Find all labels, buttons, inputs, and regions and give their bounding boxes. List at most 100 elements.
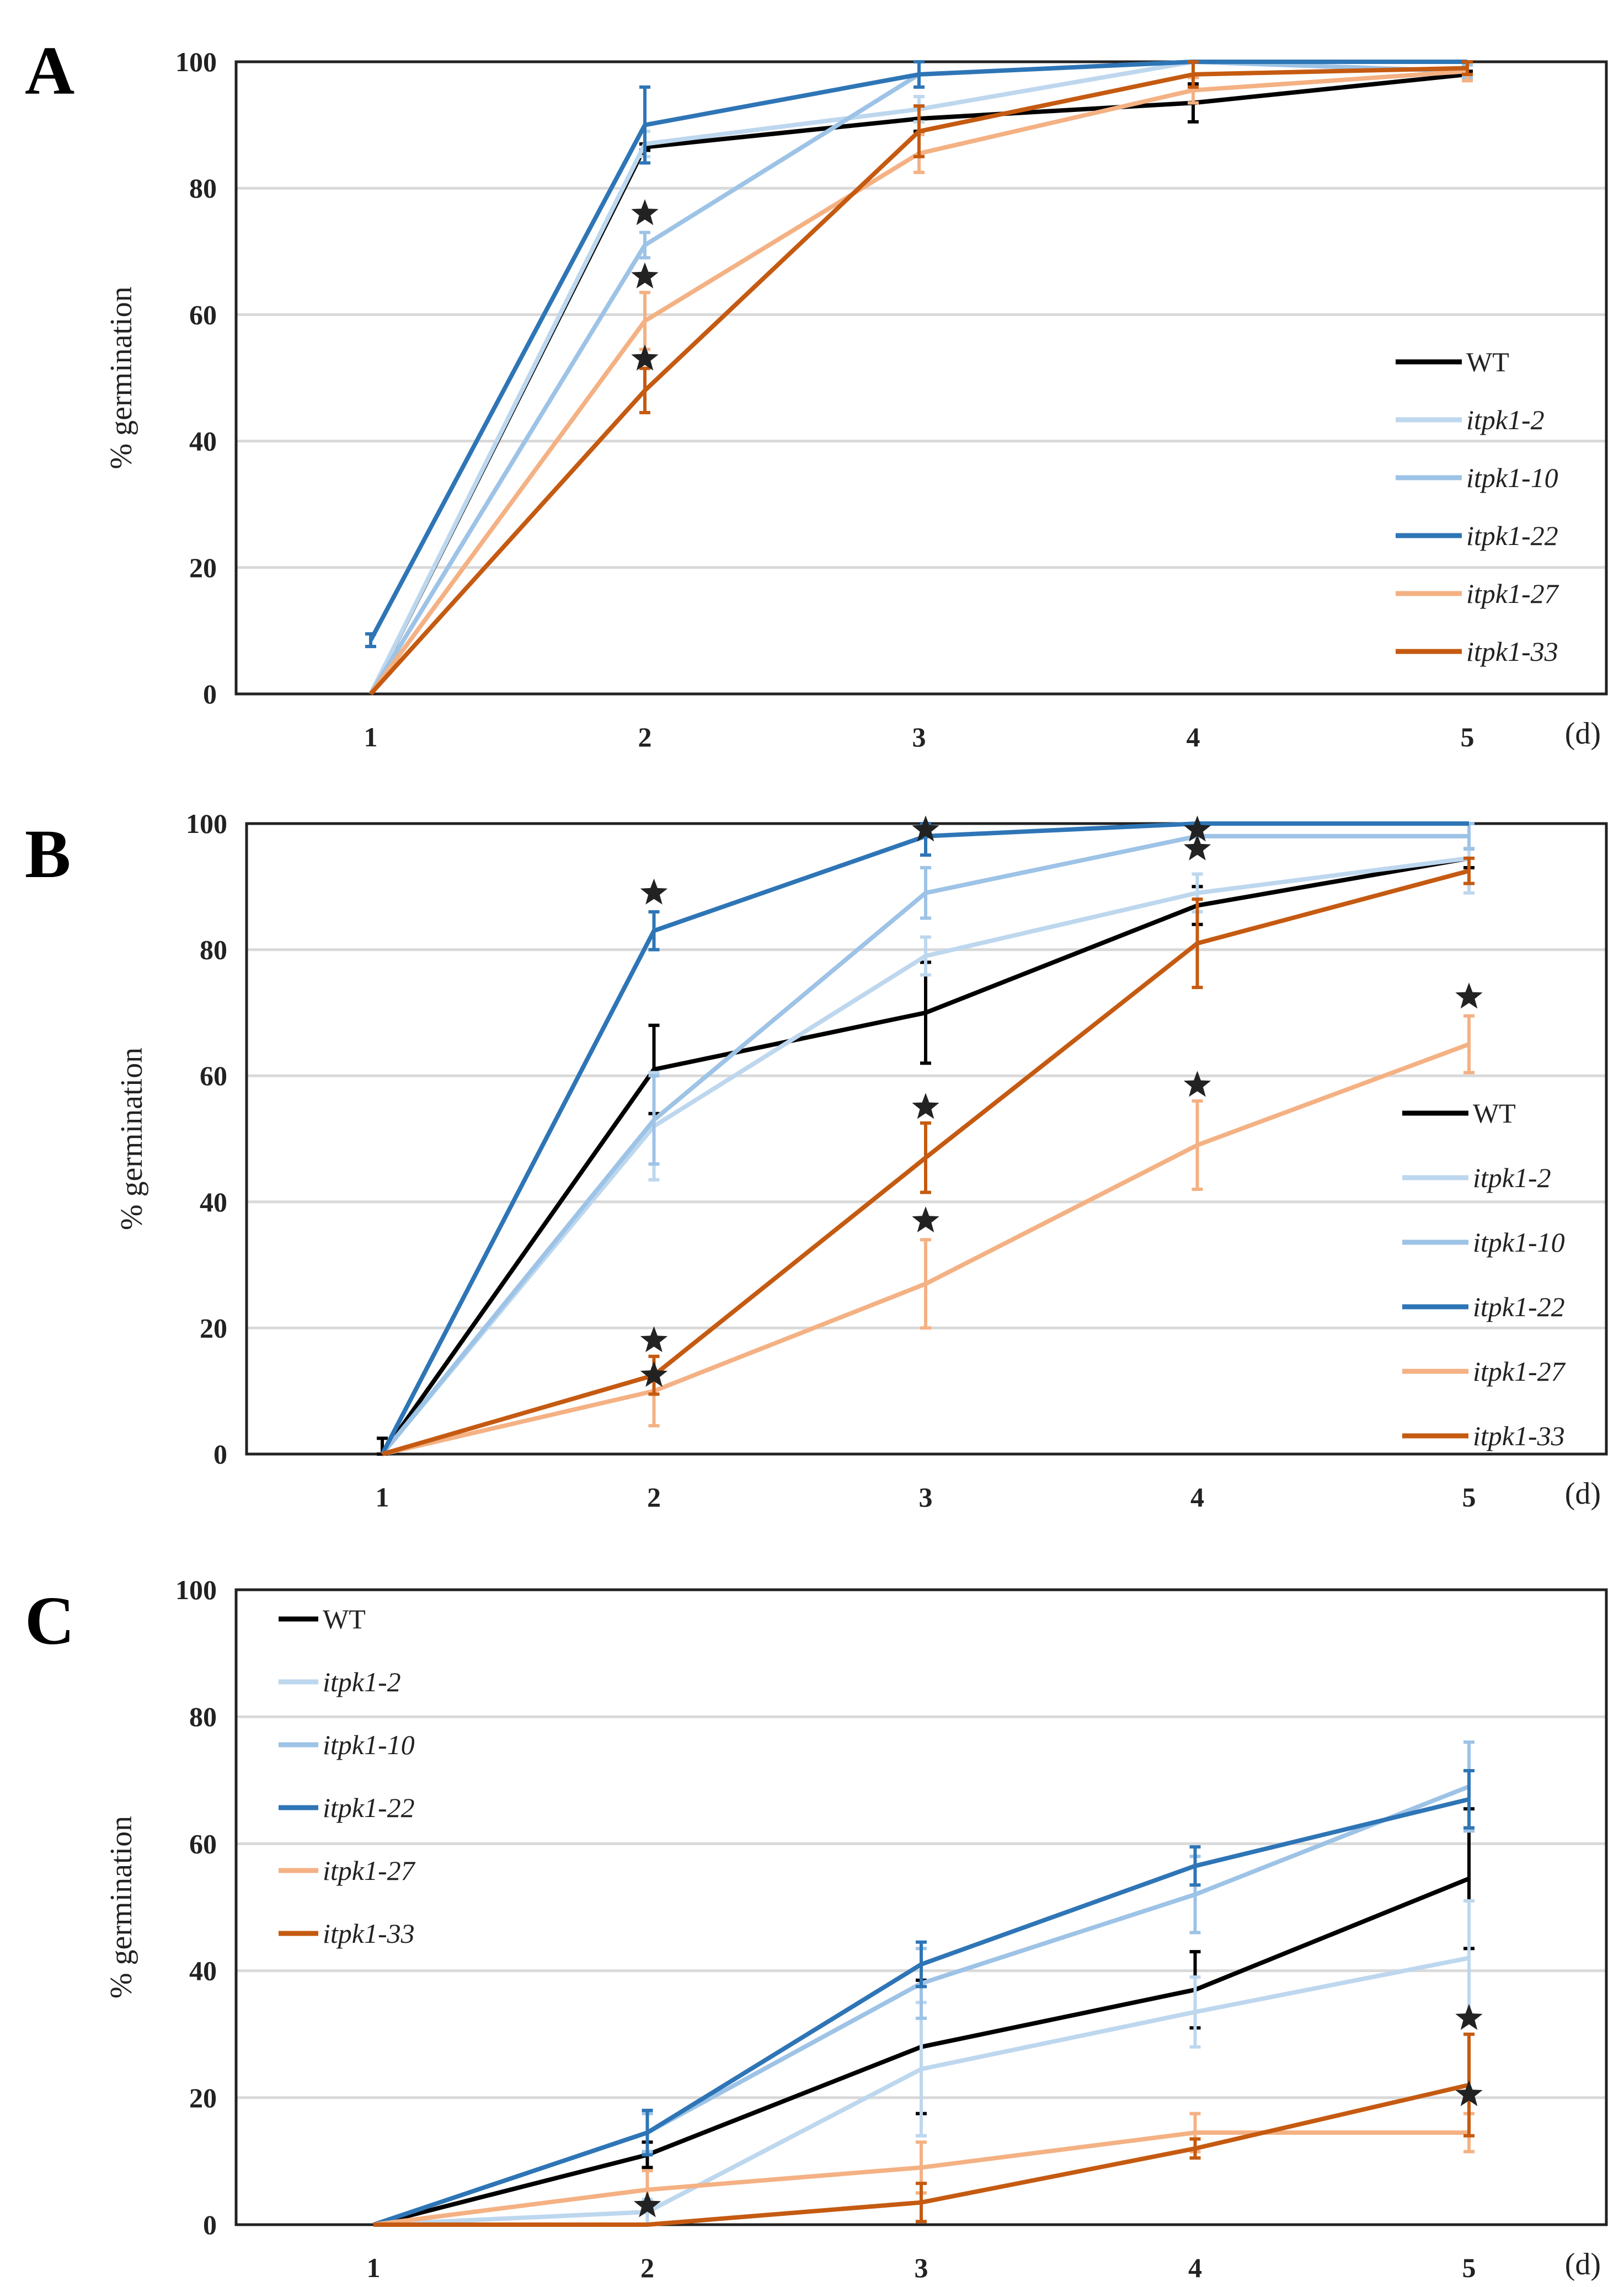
significance-star [631, 262, 659, 288]
significance-star [912, 1206, 939, 1233]
significance-star [640, 1326, 668, 1353]
legend-item: itpk1-33 [1402, 1420, 1565, 1451]
series-itpk1-22 [365, 60, 1467, 649]
chart-panel-b: 0 20 40 60 80 100 1 2 3 4 5 (d) % germination B WT itpk… [25, 808, 1608, 1513]
legend-label: itpk1-33 [1473, 1420, 1565, 1451]
significance-star [633, 2191, 661, 2217]
x-tick-label: 4 [1190, 1482, 1204, 1513]
legend-label: itpk1-10 [1473, 1227, 1565, 1258]
y-axis-label: % germination [115, 1048, 149, 1230]
y-tick-label: 40 [189, 1955, 217, 1986]
legend-item: itpk1-10 [1396, 462, 1558, 493]
chart-panel-a: 0 20 40 60 80 100 1 2 3 4 5 (d) % germination A WT itpk… [25, 33, 1608, 752]
series-WT [368, 70, 1473, 695]
legend-item: itpk1-10 [1402, 1227, 1565, 1258]
legend: WT itpk1-2 itpk1-10 itpk1-22 itpk1-27 itpk1-3… [1402, 1098, 1566, 1451]
significance-star [631, 199, 659, 226]
y-tick-label: 100 [175, 1574, 217, 1605]
series-itpk1-10 [372, 1740, 1475, 2227]
significance-star [640, 878, 668, 905]
x-tick-label: 1 [367, 2252, 381, 2283]
y-tick-label: 60 [189, 1828, 217, 1859]
y-tick-label: 60 [200, 1060, 227, 1091]
significance-star [631, 344, 659, 371]
y-tick-label: 40 [200, 1187, 227, 1217]
legend-item: itpk1-2 [1402, 1162, 1551, 1193]
y-tick-label: 0 [213, 1439, 227, 1470]
legend-item: itpk1-10 [279, 1729, 415, 1760]
y-tick-label: 40 [189, 426, 217, 457]
legend-label: itpk1-10 [323, 1729, 415, 1760]
y-tick-label: 80 [200, 934, 227, 965]
legend-item: itpk1-33 [279, 1918, 415, 1949]
x-tick-label: 5 [1462, 2252, 1476, 2283]
series-itpk1-33 [381, 856, 1475, 1456]
legend-label: itpk1-33 [323, 1918, 415, 1949]
legend-item: itpk1-22 [1402, 1291, 1565, 1322]
x-tick-label: 3 [912, 722, 926, 752]
x-axis-label: (d) [1565, 2247, 1601, 2281]
x-tick-label: 1 [364, 722, 378, 752]
series-itpk1-33 [373, 2032, 1475, 2227]
legend-label: itpk1-33 [1466, 636, 1558, 667]
x-tick-label: 5 [1462, 1482, 1476, 1513]
legend-label: itpk1-22 [1473, 1291, 1565, 1322]
legend-item: itpk1-27 [1402, 1356, 1566, 1387]
significance-star [1455, 2080, 1483, 2107]
x-axis-label: (d) [1565, 717, 1601, 751]
y-tick-label: 20 [189, 552, 217, 583]
legend-label: itpk1-27 [1466, 578, 1559, 609]
chart-panel-c: 0 20 40 60 80 100 1 2 3 4 5 (d) % germination C WT itpk… [25, 1574, 1608, 2283]
legend: WT itpk1-2 itpk1-10 itpk1-22 itpk1-27 itpk1-3… [279, 1604, 416, 1949]
y-axis-label: % germination [104, 286, 138, 469]
y-tick-label: 80 [189, 173, 217, 204]
legend-item: itpk1-22 [1396, 520, 1558, 551]
legend-item: itpk1-22 [279, 1792, 415, 1823]
legend-item: WT [279, 1604, 366, 1634]
y-tick-label: 80 [189, 1701, 217, 1732]
series-itpk1-33 [369, 60, 1473, 696]
x-tick-label: 2 [647, 1482, 661, 1513]
y-tick-label: 20 [200, 1312, 227, 1343]
legend-item: itpk1-33 [1396, 636, 1558, 667]
y-tick-label: 100 [186, 808, 227, 839]
series-itpk1-27 [382, 1014, 1475, 1456]
y-tick-label: 60 [189, 299, 217, 330]
legend-label: itpk1-27 [323, 1855, 416, 1886]
x-tick-label: 4 [1188, 2252, 1202, 2283]
significance-star [1455, 982, 1483, 1009]
x-tick-label: 3 [915, 2252, 928, 2283]
legend-label: itpk1-10 [1466, 462, 1558, 493]
y-tick-label: 20 [189, 2082, 217, 2113]
panel-label: A [25, 33, 74, 109]
legend-label: WT [323, 1604, 366, 1634]
legend-label: itpk1-2 [1466, 404, 1545, 435]
panel-label: C [25, 1583, 74, 1659]
legend-item: WT [1402, 1098, 1516, 1129]
x-axis-label: (d) [1565, 1477, 1601, 1511]
significance-star [1455, 2003, 1483, 2030]
legend-label: itpk1-2 [323, 1666, 401, 1697]
y-tick-label: 100 [175, 46, 217, 77]
legend-item: itpk1-27 [1396, 578, 1559, 609]
series-itpk1-22 [372, 1769, 1475, 2227]
x-tick-label: 4 [1187, 722, 1200, 752]
legend-label: itpk1-27 [1473, 1356, 1566, 1387]
y-axis-label: % germination [104, 1816, 138, 1999]
legend-label: WT [1473, 1098, 1516, 1129]
x-tick-label: 5 [1461, 722, 1475, 752]
significance-star [912, 1093, 939, 1119]
legend-item: itpk1-27 [279, 1855, 416, 1886]
y-tick-label: 0 [203, 2209, 217, 2240]
x-tick-label: 3 [919, 1482, 933, 1513]
legend-label: WT [1466, 346, 1509, 377]
significance-star [1183, 834, 1211, 861]
legend-item: WT [1396, 346, 1509, 377]
series-itpk1-2 [373, 1899, 1475, 2227]
significance-star [1183, 815, 1211, 842]
plot-frame [234, 1588, 1608, 2226]
significance-star [912, 815, 939, 842]
x-tick-label: 1 [376, 1482, 389, 1513]
legend-item: itpk1-2 [1396, 404, 1545, 435]
